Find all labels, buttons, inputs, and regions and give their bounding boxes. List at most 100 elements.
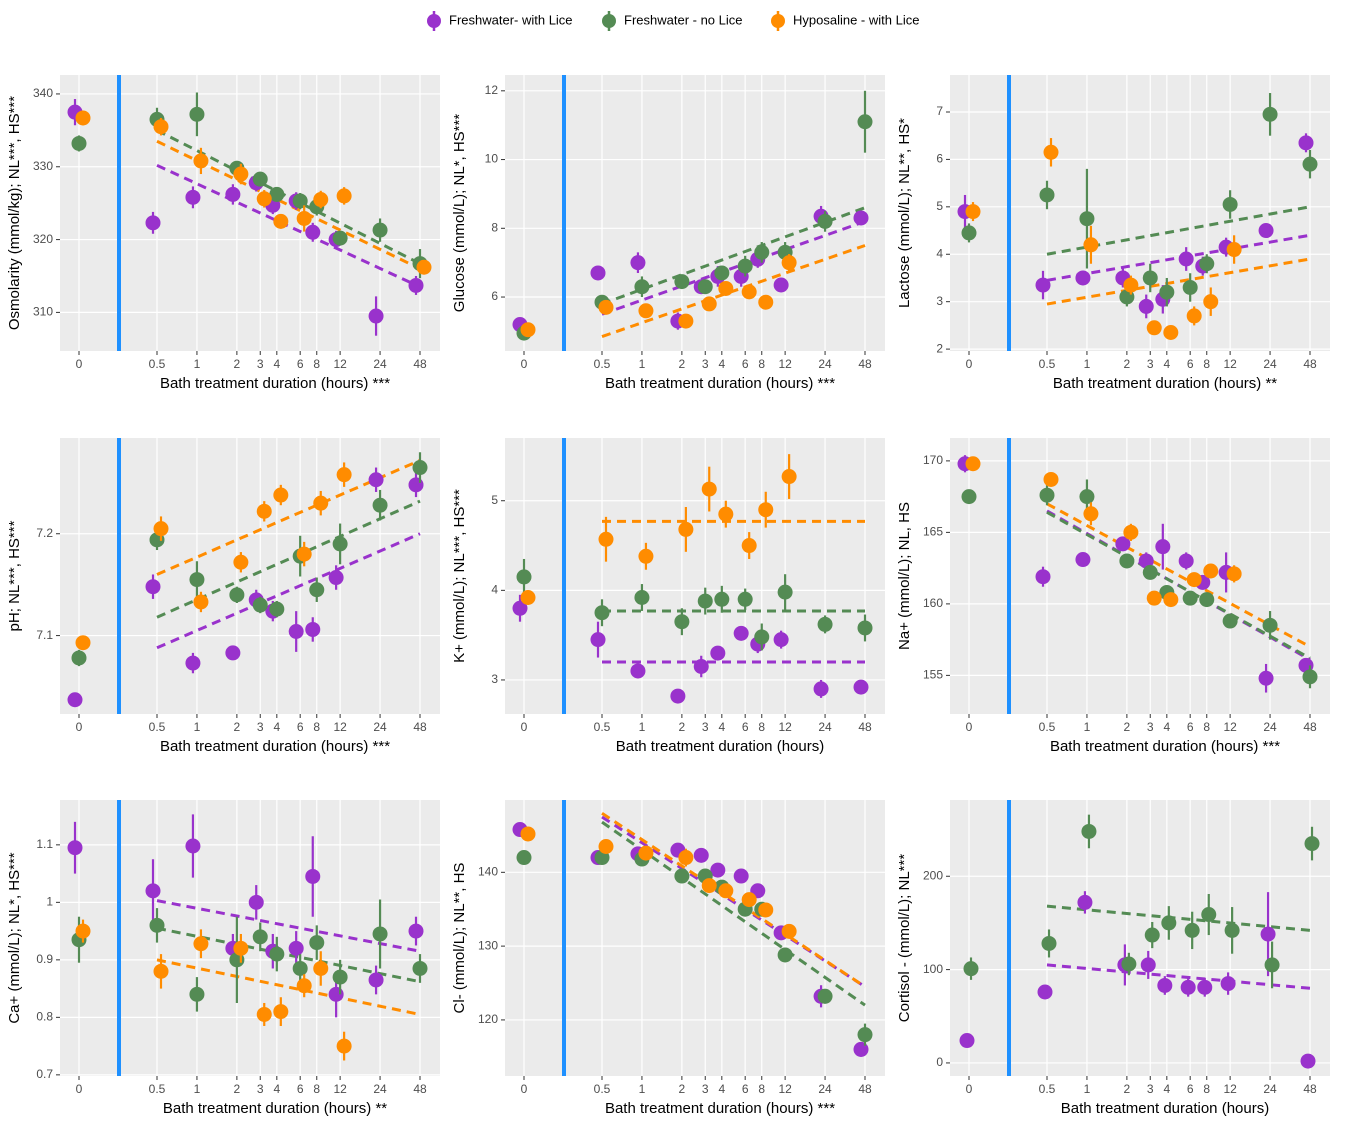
- data-point: [1077, 894, 1093, 910]
- legend-label: Freshwater - no Lice: [624, 12, 743, 27]
- y-tick-label: 160: [923, 596, 943, 610]
- data-point: [269, 186, 285, 202]
- data-point: [1142, 564, 1158, 580]
- x-tick-label: 24: [1263, 1082, 1277, 1096]
- y-tick-label: 3: [936, 294, 943, 308]
- data-point: [305, 224, 321, 240]
- x-tick-label: 2: [234, 720, 241, 734]
- data-point: [256, 1006, 272, 1022]
- data-point: [678, 313, 694, 329]
- data-point: [1140, 957, 1156, 973]
- data-point: [737, 258, 753, 274]
- data-point: [516, 569, 532, 585]
- y-tick-label: 330: [33, 159, 53, 173]
- data-point: [710, 862, 726, 878]
- data-point: [233, 554, 249, 570]
- x-tick-label: 2: [679, 357, 686, 371]
- data-point: [630, 663, 646, 679]
- data-point: [189, 986, 205, 1002]
- x-tick-label: 6: [742, 1082, 749, 1096]
- data-point: [1298, 135, 1314, 151]
- trend-line: [156, 459, 421, 576]
- x-tick-label: 6: [297, 720, 304, 734]
- data-point: [1178, 553, 1194, 569]
- data-point: [1224, 922, 1240, 938]
- data-point: [185, 189, 201, 205]
- data-point: [1041, 935, 1057, 951]
- y-axis-label: Lactose (mmol/L); NL**, HS*: [896, 118, 913, 308]
- x-axis-label: Bath treatment duration (hours) ***: [160, 738, 390, 755]
- data-point: [701, 481, 717, 497]
- data-point: [1300, 1053, 1316, 1069]
- data-point: [1222, 613, 1238, 629]
- data-point: [1163, 592, 1179, 608]
- data-point: [697, 593, 713, 609]
- data-point: [963, 961, 979, 977]
- data-point: [777, 947, 793, 963]
- data-point: [145, 883, 161, 899]
- data-point: [1079, 489, 1095, 505]
- data-point: [1262, 106, 1278, 122]
- data-point: [961, 489, 977, 505]
- data-point: [372, 222, 388, 238]
- x-tick-label: 8: [758, 720, 765, 734]
- data-point: [670, 688, 686, 704]
- data-point: [225, 186, 241, 202]
- x-tick-label: 3: [257, 357, 264, 371]
- x-tick-label: 48: [1303, 1082, 1317, 1096]
- trend-line: [1046, 511, 1311, 660]
- x-tick-label: 8: [1203, 357, 1210, 371]
- y-tick-label: 8: [491, 220, 498, 234]
- data-point: [594, 605, 610, 621]
- x-axis-label: Bath treatment duration (hours) ***: [605, 1100, 835, 1117]
- data-point: [1079, 211, 1095, 227]
- data-point: [368, 308, 384, 324]
- x-tick-label: 12: [778, 357, 792, 371]
- data-point: [1201, 907, 1217, 923]
- data-point: [718, 506, 734, 522]
- x-tick-label: 12: [1223, 1082, 1237, 1096]
- data-point: [412, 960, 428, 976]
- data-point: [332, 536, 348, 552]
- data-point: [1304, 836, 1320, 852]
- x-tick-label: 3: [702, 1082, 709, 1096]
- data-point: [1222, 196, 1238, 212]
- data-point: [1260, 926, 1276, 942]
- x-tick-label: 24: [818, 357, 832, 371]
- data-point: [233, 166, 249, 182]
- data-point: [1039, 487, 1055, 503]
- x-tick-label: 2: [679, 720, 686, 734]
- y-tick-label: 5: [491, 493, 498, 507]
- trend-line: [156, 532, 421, 650]
- data-point: [697, 279, 713, 295]
- x-tick-label: 6: [1187, 1082, 1194, 1096]
- x-tick-label: 0: [521, 357, 528, 371]
- x-tick-label: 12: [778, 1082, 792, 1096]
- x-tick-label: 8: [313, 720, 320, 734]
- data-point: [718, 280, 734, 296]
- x-tick-label: 4: [273, 720, 280, 734]
- data-point: [313, 495, 329, 511]
- x-tick-label: 2: [1124, 720, 1131, 734]
- data-point: [773, 277, 789, 293]
- x-tick-label: 24: [373, 357, 387, 371]
- data-point: [1161, 915, 1177, 931]
- data-point: [1199, 256, 1215, 272]
- data-point: [965, 204, 981, 220]
- x-tick-label: 4: [1163, 1082, 1170, 1096]
- x-tick-label: 12: [778, 720, 792, 734]
- x-tick-label: 1: [194, 1082, 201, 1096]
- x-tick-label: 4: [718, 1082, 725, 1096]
- data-point: [1203, 563, 1219, 579]
- y-tick-label: 130: [478, 938, 498, 952]
- data-point: [233, 940, 249, 956]
- data-point: [305, 868, 321, 884]
- x-tick-label: 0: [966, 720, 973, 734]
- trend-line: [156, 163, 421, 289]
- data-point: [741, 284, 757, 300]
- y-tick-label: 12: [485, 83, 499, 97]
- data-point: [305, 621, 321, 637]
- data-point: [1302, 156, 1318, 172]
- x-tick-label: 1: [639, 357, 646, 371]
- x-tick-label: 2: [1124, 357, 1131, 371]
